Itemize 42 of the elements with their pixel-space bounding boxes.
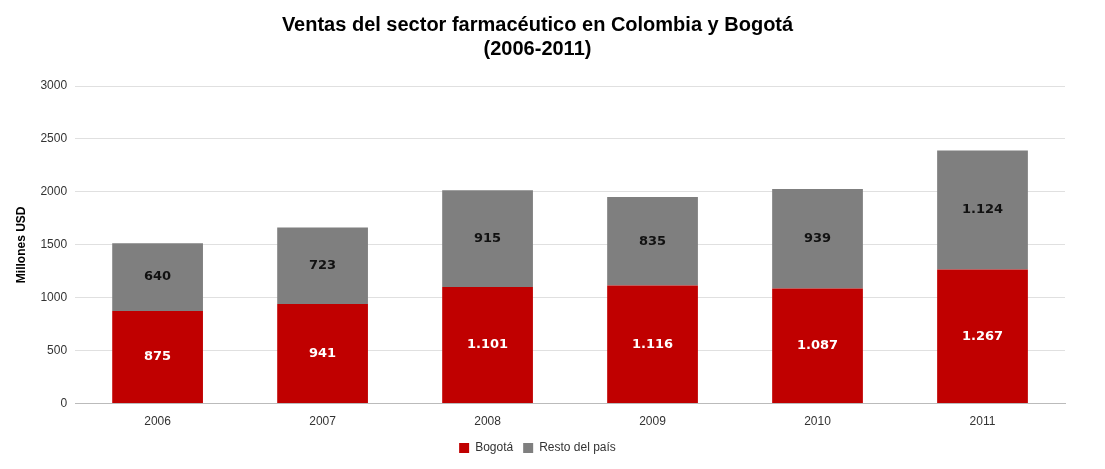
- y-tick-label: 2500: [40, 131, 68, 146]
- y-tick-label: 3000: [40, 78, 68, 93]
- bar: [607, 285, 698, 404]
- x-tick-label: 2006: [144, 414, 172, 429]
- y-tick-label: 2000: [40, 184, 68, 199]
- data-label: 1.124: [961, 201, 1004, 217]
- bar: [112, 310, 203, 404]
- y-tick-label: 0: [60, 395, 68, 410]
- data-label: 1.087: [796, 337, 839, 353]
- legend-label: Resto del país: [539, 440, 616, 455]
- chart-title: Ventas del sector farmacéutico en Colombia y Bogotá: [281, 12, 794, 35]
- bar: [937, 269, 1028, 404]
- data-label: 939: [803, 230, 832, 246]
- data-label: 1.116: [631, 335, 674, 351]
- data-label: 1.267: [961, 327, 1004, 343]
- bar: [937, 150, 1028, 270]
- chart-subtitle: (2006-2011): [483, 36, 592, 59]
- data-label: 640: [144, 268, 172, 284]
- x-tick-label: 2007: [309, 414, 337, 429]
- legend-label: Bogotá: [475, 440, 514, 455]
- bar: [772, 189, 863, 289]
- data-label: 915: [473, 229, 502, 245]
- bar: [772, 288, 863, 404]
- bar: [277, 303, 368, 404]
- data-label: 875: [144, 348, 172, 364]
- bar: [277, 227, 368, 304]
- x-tick-label: 2008: [474, 414, 502, 429]
- y-tick-label: 500: [47, 342, 68, 357]
- y-tick-label: 1000: [40, 290, 68, 305]
- y-axis-title: Millones USD: [13, 206, 28, 284]
- x-tick-label: 2011: [969, 414, 996, 429]
- data-label: 1.101: [466, 336, 509, 352]
- y-tick-label: 1500: [40, 237, 68, 252]
- data-label: 941: [309, 344, 337, 360]
- bar: [442, 287, 533, 404]
- data-label: 835: [638, 232, 667, 248]
- bar: [442, 190, 533, 288]
- x-tick-label: 2009: [639, 414, 667, 429]
- bar: [112, 243, 203, 311]
- x-tick-label: 2010: [804, 414, 832, 429]
- bar: [607, 197, 698, 286]
- data-label: 723: [309, 257, 337, 273]
